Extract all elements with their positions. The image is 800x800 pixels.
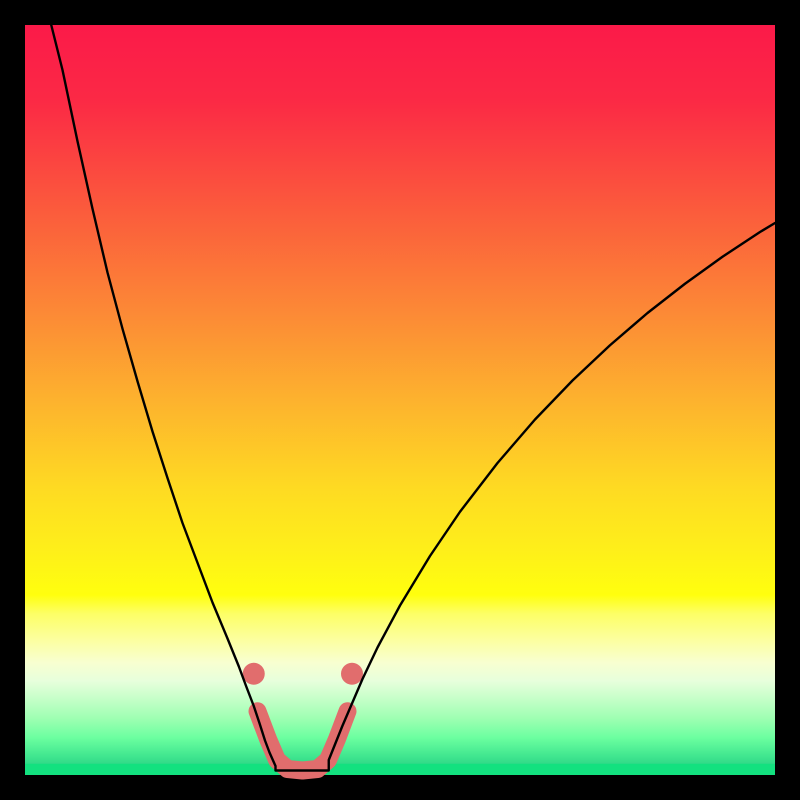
chart-frame: TheBottleneck.com [0,0,800,800]
accent-marker-0 [243,663,265,685]
accent-marker-1 [341,663,363,685]
bottom-strip [25,764,775,775]
gradient-background [25,25,775,775]
plot-svg [0,0,800,800]
